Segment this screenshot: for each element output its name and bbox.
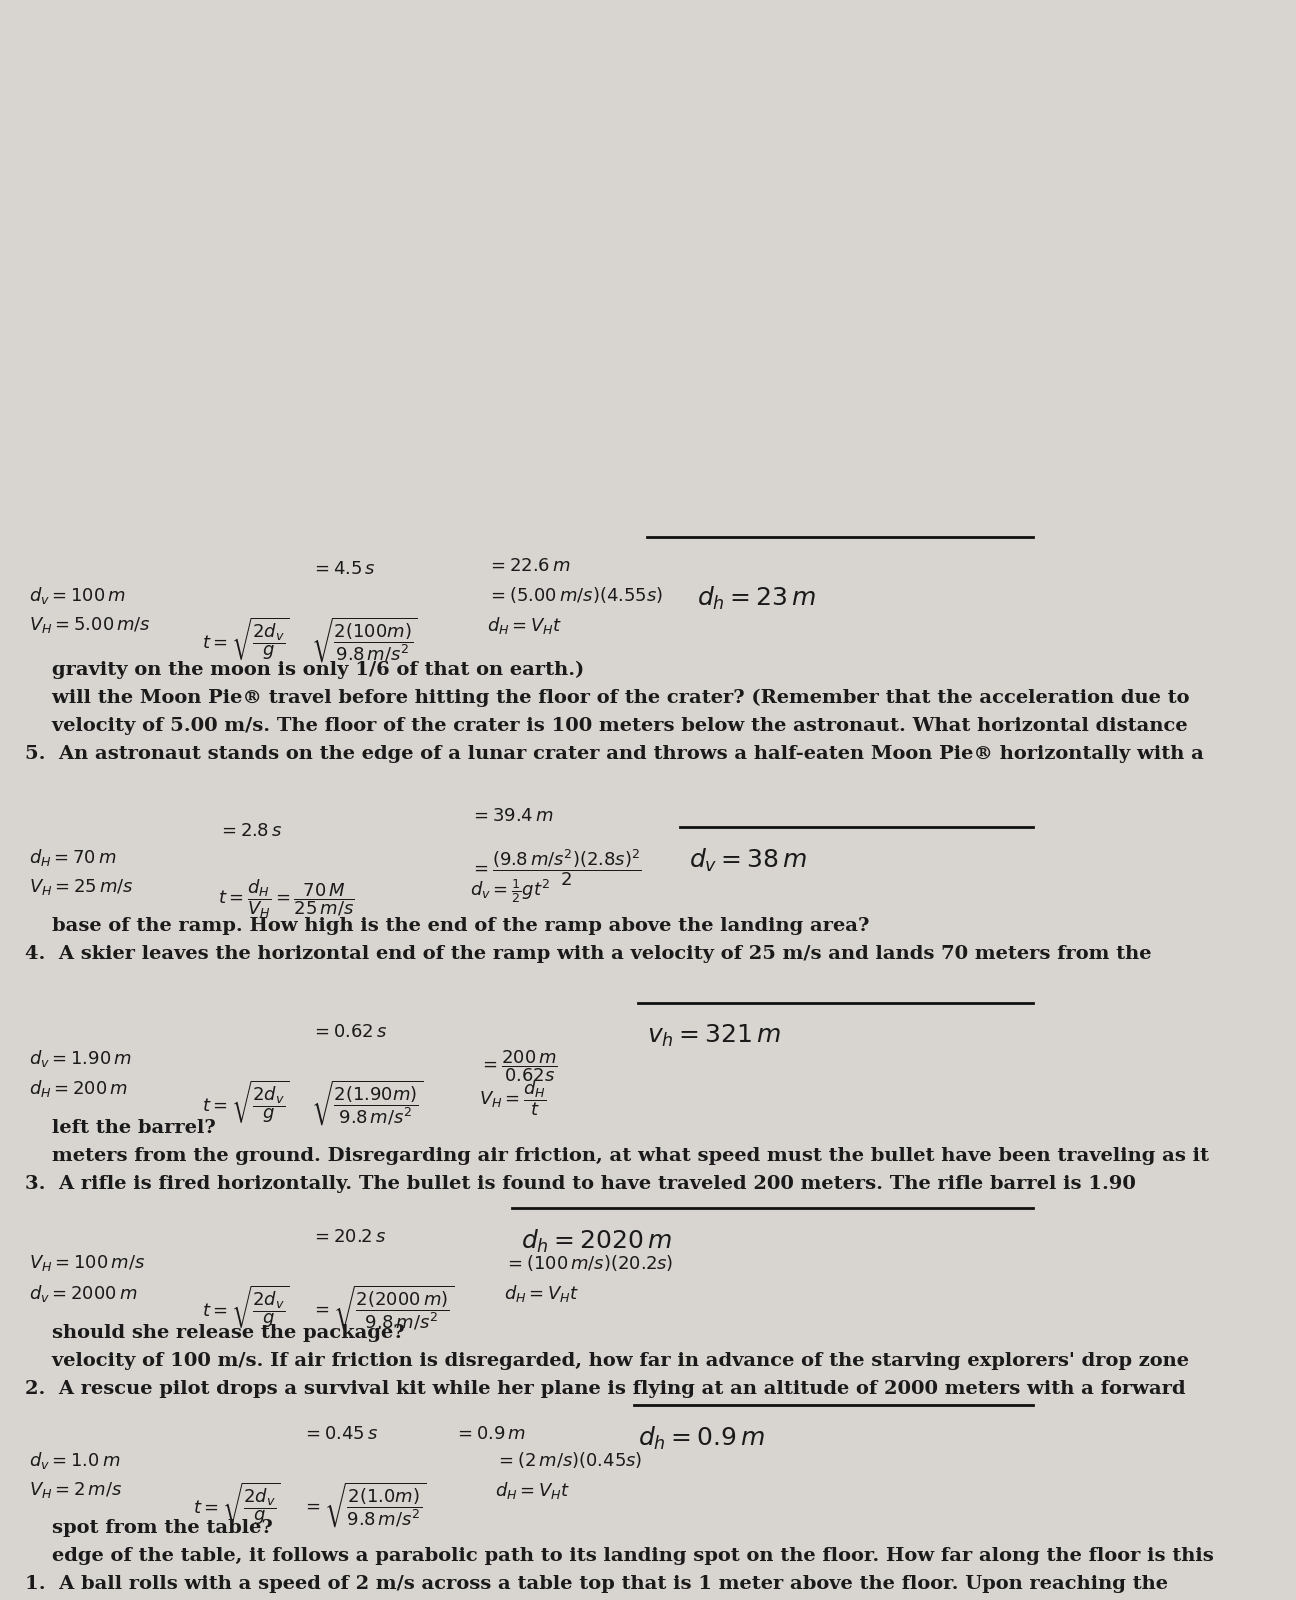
- Text: will the Moon Pie® travel before hitting the floor of the crater? (Remember that: will the Moon Pie® travel before hitting…: [25, 690, 1190, 707]
- Text: 1.  A ball rolls with a speed of 2 m/s across a table top that is 1 meter above : 1. A ball rolls with a speed of 2 m/s ac…: [25, 1574, 1168, 1594]
- Text: $v_h = 321\,m$: $v_h = 321\,m$: [647, 1022, 780, 1050]
- Text: $= 22.6\,m$: $= 22.6\,m$: [487, 557, 570, 574]
- Text: $d_v = 2000\,m$: $d_v = 2000\,m$: [30, 1283, 137, 1304]
- Text: $d_v = 1.90\,m$: $d_v = 1.90\,m$: [30, 1048, 132, 1069]
- Text: edge of the table, it follows a parabolic path to its landing spot on the floor.: edge of the table, it follows a paraboli…: [25, 1547, 1214, 1565]
- Text: 5.  An astronaut stands on the edge of a lunar crater and throws a half-eaten Mo: 5. An astronaut stands on the edge of a …: [25, 746, 1204, 763]
- Text: $d_v = \frac{1}{2}gt^2$: $d_v = \frac{1}{2}gt^2$: [470, 877, 551, 906]
- Text: $\sqrt{\dfrac{2(1.90m)}{9.8\,m/s^2}}$: $\sqrt{\dfrac{2(1.90m)}{9.8\,m/s^2}}$: [311, 1078, 422, 1126]
- Text: $d_v = 1.0\,m$: $d_v = 1.0\,m$: [30, 1450, 121, 1470]
- Text: velocity of 5.00 m/s. The floor of the crater is 100 meters below the astronaut.: velocity of 5.00 m/s. The floor of the c…: [25, 717, 1188, 734]
- Text: $= 4.5\,s$: $= 4.5\,s$: [311, 560, 376, 578]
- Text: $\sqrt{\dfrac{2(100m)}{9.8\,m/s^2}}$: $\sqrt{\dfrac{2(100m)}{9.8\,m/s^2}}$: [311, 614, 417, 664]
- Text: velocity of 100 m/s. If air friction is disregarded, how far in advance of the s: velocity of 100 m/s. If air friction is …: [25, 1352, 1190, 1370]
- Text: $= 0.9\,m$: $= 0.9\,m$: [454, 1426, 525, 1443]
- Text: $d_H = 70\,m$: $d_H = 70\,m$: [30, 846, 117, 867]
- Text: $= \sqrt{\dfrac{2(2000\,m)}{9.8\,m/s^2}}$: $= \sqrt{\dfrac{2(2000\,m)}{9.8\,m/s^2}}…: [311, 1283, 454, 1331]
- Text: $= 20.2\,s$: $= 20.2\,s$: [311, 1229, 386, 1246]
- Text: base of the ramp. How high is the end of the ramp above the landing area?: base of the ramp. How high is the end of…: [25, 917, 870, 934]
- Text: $= 0.62\,s$: $= 0.62\,s$: [311, 1022, 386, 1042]
- Text: $V_H = 25\,m/s$: $V_H = 25\,m/s$: [30, 877, 135, 898]
- Text: $d_H = V_H t$: $d_H = V_H t$: [504, 1283, 579, 1304]
- Text: $= (5.00\,m/s)(4.55s)$: $= (5.00\,m/s)(4.55s)$: [487, 586, 664, 605]
- Text: $t = \sqrt{\dfrac{2d_v}{g}}$: $t = \sqrt{\dfrac{2d_v}{g}}$: [202, 614, 289, 662]
- Text: $V_H = 5.00\,m/s$: $V_H = 5.00\,m/s$: [30, 614, 152, 635]
- Text: $V_H = 100\,m/s$: $V_H = 100\,m/s$: [30, 1253, 145, 1274]
- Text: $d_v = 100\,m$: $d_v = 100\,m$: [30, 586, 127, 606]
- Text: 3.  A rifle is fired horizontally. The bullet is found to have traveled 200 mete: 3. A rifle is fired horizontally. The bu…: [25, 1174, 1137, 1194]
- Text: $= 0.45\,s$: $= 0.45\,s$: [302, 1426, 378, 1443]
- Text: $t = \sqrt{\dfrac{2d_v}{g}}$: $t = \sqrt{\dfrac{2d_v}{g}}$: [202, 1078, 289, 1125]
- Text: left the barrel?: left the barrel?: [25, 1118, 216, 1138]
- Text: $= (100\,m/s)(20.2s)$: $= (100\,m/s)(20.2s)$: [504, 1253, 673, 1274]
- Text: $d_h = 23\,m$: $d_h = 23\,m$: [697, 586, 816, 613]
- Text: $d_H = V_H t$: $d_H = V_H t$: [487, 614, 562, 635]
- Text: $t = \dfrac{d_H}{V_H} = \dfrac{70\,M}{25\,m/s}$: $t = \dfrac{d_H}{V_H} = \dfrac{70\,M}{25…: [218, 877, 355, 920]
- Text: $= \sqrt{\dfrac{2(1.0m)}{9.8\,m/s^2}}$: $= \sqrt{\dfrac{2(1.0m)}{9.8\,m/s^2}}$: [302, 1480, 428, 1528]
- Text: $= \dfrac{200\,m}{0.62s}$: $= \dfrac{200\,m}{0.62s}$: [478, 1048, 557, 1083]
- Text: $d_h = 0.9\,m$: $d_h = 0.9\,m$: [638, 1426, 765, 1453]
- Text: $V_H = \dfrac{d_H}{t}$: $V_H = \dfrac{d_H}{t}$: [478, 1078, 547, 1118]
- Text: should she release the package?: should she release the package?: [25, 1325, 404, 1342]
- Text: $= (2\,m/s)(0.45s)$: $= (2\,m/s)(0.45s)$: [495, 1450, 643, 1470]
- Text: spot from the table?: spot from the table?: [25, 1518, 273, 1538]
- Text: $d_H = 200\,m$: $d_H = 200\,m$: [30, 1078, 128, 1099]
- Text: 4.  A skier leaves the horizontal end of the ramp with a velocity of 25 m/s and : 4. A skier leaves the horizontal end of …: [25, 946, 1152, 963]
- Text: 2.  A rescue pilot drops a survival kit while her plane is flying at an altitude: 2. A rescue pilot drops a survival kit w…: [25, 1379, 1186, 1398]
- Text: $t = \sqrt{\dfrac{2d_v}{g}}$: $t = \sqrt{\dfrac{2d_v}{g}}$: [202, 1283, 289, 1330]
- Text: $V_H = 2\,m/s$: $V_H = 2\,m/s$: [30, 1480, 123, 1501]
- Text: $= 39.4\,m$: $= 39.4\,m$: [470, 806, 553, 826]
- Text: $= \dfrac{(9.8\,m/s^2)(2.8s)^2}{2}$: $= \dfrac{(9.8\,m/s^2)(2.8s)^2}{2}$: [470, 846, 642, 888]
- Text: $d_h = 2020\,m$: $d_h = 2020\,m$: [521, 1229, 671, 1254]
- Text: meters from the ground. Disregarding air friction, at what speed must the bullet: meters from the ground. Disregarding air…: [25, 1147, 1209, 1165]
- Text: $d_H = V_H t$: $d_H = V_H t$: [495, 1480, 570, 1501]
- Text: $= 2.8\,s$: $= 2.8\,s$: [218, 822, 283, 840]
- Text: $d_v = 38\,m$: $d_v = 38\,m$: [688, 846, 807, 874]
- Text: gravity on the moon is only 1/6 of that on earth.): gravity on the moon is only 1/6 of that …: [25, 661, 584, 680]
- Text: $t = \sqrt{\dfrac{2d_v}{g}}$: $t = \sqrt{\dfrac{2d_v}{g}}$: [193, 1480, 281, 1526]
